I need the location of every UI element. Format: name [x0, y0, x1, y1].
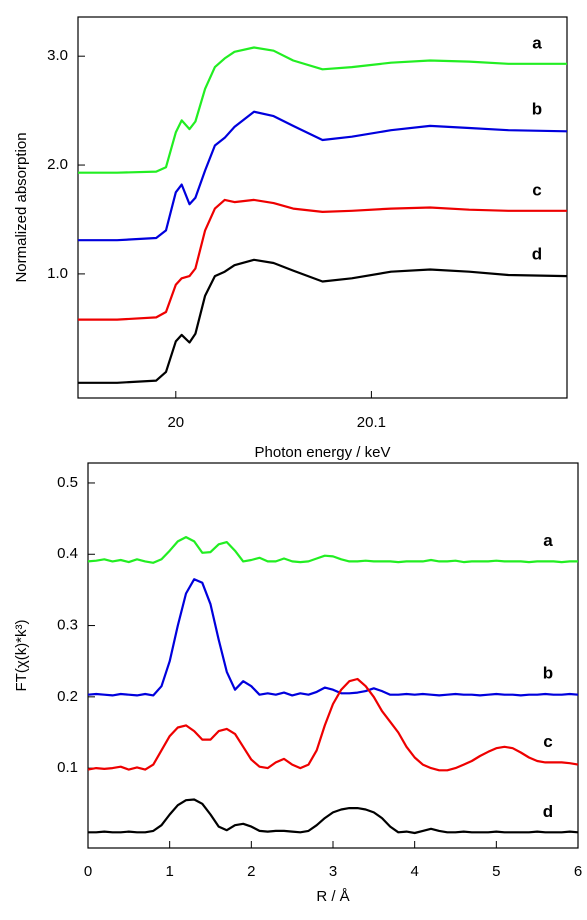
x-tick-label: 20: [167, 414, 184, 431]
y-tick-label: 0.1: [57, 759, 78, 776]
y-tick-label: 0.4: [57, 545, 78, 562]
data-line: [78, 258, 568, 384]
series-label: a: [532, 33, 542, 52]
x-axis-label: Photon energy / keV: [255, 444, 391, 461]
series-label: b: [543, 663, 553, 682]
x-tick-label: 3: [329, 863, 337, 880]
y-tick-label: 0.3: [57, 617, 78, 634]
data-line: [87, 536, 578, 564]
series-label: c: [543, 732, 552, 751]
y-tick-label: 1.0: [47, 265, 68, 282]
y-tick-label: 2.0: [47, 156, 68, 173]
series-label: a: [543, 531, 553, 550]
data-line: [87, 578, 579, 697]
x-tick-label: 6: [574, 863, 582, 880]
series-label: d: [543, 802, 553, 821]
x-tick-label: 20.1: [357, 414, 386, 431]
y-tick-label: 0.5: [57, 474, 78, 491]
plot-frame: [77, 16, 568, 399]
x-tick-label: 1: [165, 863, 173, 880]
x-tick-label: 0: [84, 863, 92, 880]
plot-frame: [87, 462, 579, 849]
x-axis-label: R / Å: [316, 888, 349, 905]
y-axis-label: FT(χ(k)*k³): [13, 619, 30, 691]
data-line: [78, 46, 567, 174]
data-line: [78, 198, 567, 321]
y-tick-label: 0.2: [57, 688, 78, 705]
x-tick-label: 4: [410, 863, 418, 880]
series-label: d: [532, 244, 542, 263]
x-tick-label: 5: [492, 863, 500, 880]
x-tick-label: 2: [247, 863, 255, 880]
series-label: c: [532, 180, 541, 199]
series-label: b: [532, 100, 542, 119]
y-tick-label: 3.0: [47, 47, 68, 64]
data-line: [88, 798, 579, 835]
y-axis-label: Normalized absorption: [13, 132, 30, 282]
data-line: [78, 110, 568, 242]
data-line: [87, 677, 579, 772]
